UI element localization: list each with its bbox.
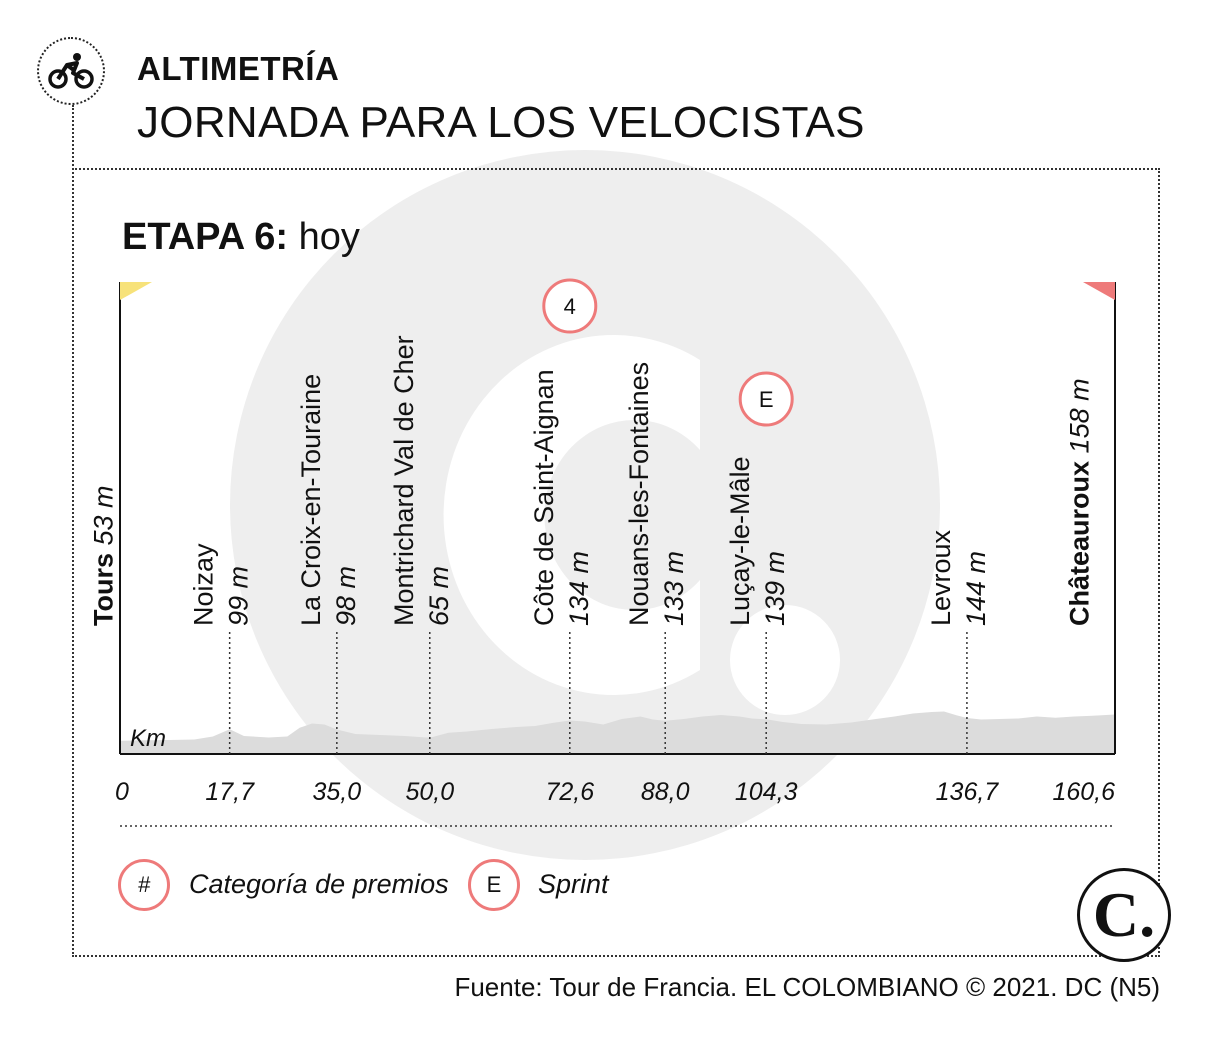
waypoint-altitude-label: 65 m bbox=[424, 566, 454, 626]
legend-sprint-label: Sprint bbox=[538, 869, 609, 899]
stage-label: ETAPA 6: bbox=[122, 216, 289, 258]
waypoint-name-label: Noizay bbox=[189, 543, 219, 626]
stage-when: hoy bbox=[298, 216, 360, 258]
watermark-logo bbox=[230, 150, 940, 860]
cyclist-icon-badge bbox=[37, 37, 105, 105]
brand-logo: C. bbox=[1077, 868, 1171, 962]
x-tick-label: 50,0 bbox=[405, 778, 454, 806]
waypoint-badge-label: 4 bbox=[564, 294, 576, 319]
x-tick-label: 17,7 bbox=[205, 778, 255, 806]
waypoint-name-label: Luçay-le-Mâle bbox=[725, 456, 755, 626]
waypoint-name-label: Nouans-les-Fontaines bbox=[624, 362, 654, 626]
waypoint-name-label: La Croix-en-Touraine bbox=[296, 374, 326, 626]
finish-altitude-label: 158 m bbox=[1065, 378, 1095, 461]
waypoint-badge-label: E bbox=[759, 387, 774, 412]
cyclist-icon bbox=[48, 53, 94, 89]
waypoint-name-label: Levroux bbox=[926, 529, 956, 626]
finish-flag bbox=[1083, 282, 1115, 300]
waypoint-badge-circle bbox=[542, 278, 598, 334]
legend-category-symbol: # bbox=[118, 859, 170, 911]
x-tick-label: 136,7 bbox=[936, 778, 1000, 806]
x-tick-label: 72,6 bbox=[545, 778, 594, 806]
frame-left-line bbox=[72, 105, 74, 957]
elevation-profile-area bbox=[120, 711, 1115, 754]
start-city-label: Tours 53 m bbox=[88, 485, 118, 626]
chart-frame bbox=[72, 168, 1160, 957]
x-tick-label: 35,0 bbox=[313, 778, 362, 806]
legend-category-label: Categoría de premios bbox=[189, 869, 449, 899]
waypoint-altitude-label: 98 m bbox=[331, 566, 361, 626]
waypoint-altitude-label: 99 m bbox=[224, 566, 254, 626]
waypoint-name-label: Montrichard Val de Cher bbox=[389, 335, 419, 626]
header-kicker: ALTIMETRÍA bbox=[137, 50, 340, 87]
x-axis-label: Km bbox=[130, 725, 166, 752]
stage-heading: ETAPA 6: hoy bbox=[122, 216, 360, 259]
start-flag bbox=[120, 282, 152, 300]
start-altitude-label: 53 m bbox=[88, 485, 118, 553]
x-tick-label: 0 bbox=[115, 778, 129, 806]
waypoint-altitude-label: 134 m bbox=[564, 551, 594, 626]
waypoint-altitude-label: 133 m bbox=[659, 551, 689, 626]
page-title: JORNADA PARA LOS VELOCISTAS bbox=[137, 98, 865, 147]
finish-city-label: Châteauroux 158 m bbox=[1065, 378, 1095, 626]
waypoint-altitude-label: 139 m bbox=[760, 551, 790, 626]
waypoint-badge-circle bbox=[738, 371, 794, 427]
x-tick-label: 104,3 bbox=[735, 778, 798, 806]
legend-sprint-symbol: E bbox=[468, 859, 520, 911]
waypoint-name-label: Côte de Saint-Aignan bbox=[529, 369, 559, 626]
waypoint-altitude-label: 144 m bbox=[961, 551, 991, 626]
x-tick-label: 160,6 bbox=[1052, 778, 1115, 806]
source-note: Fuente: Tour de Francia. EL COLOMBIANO ©… bbox=[454, 972, 1160, 1002]
x-tick-label: 88,0 bbox=[641, 778, 690, 806]
